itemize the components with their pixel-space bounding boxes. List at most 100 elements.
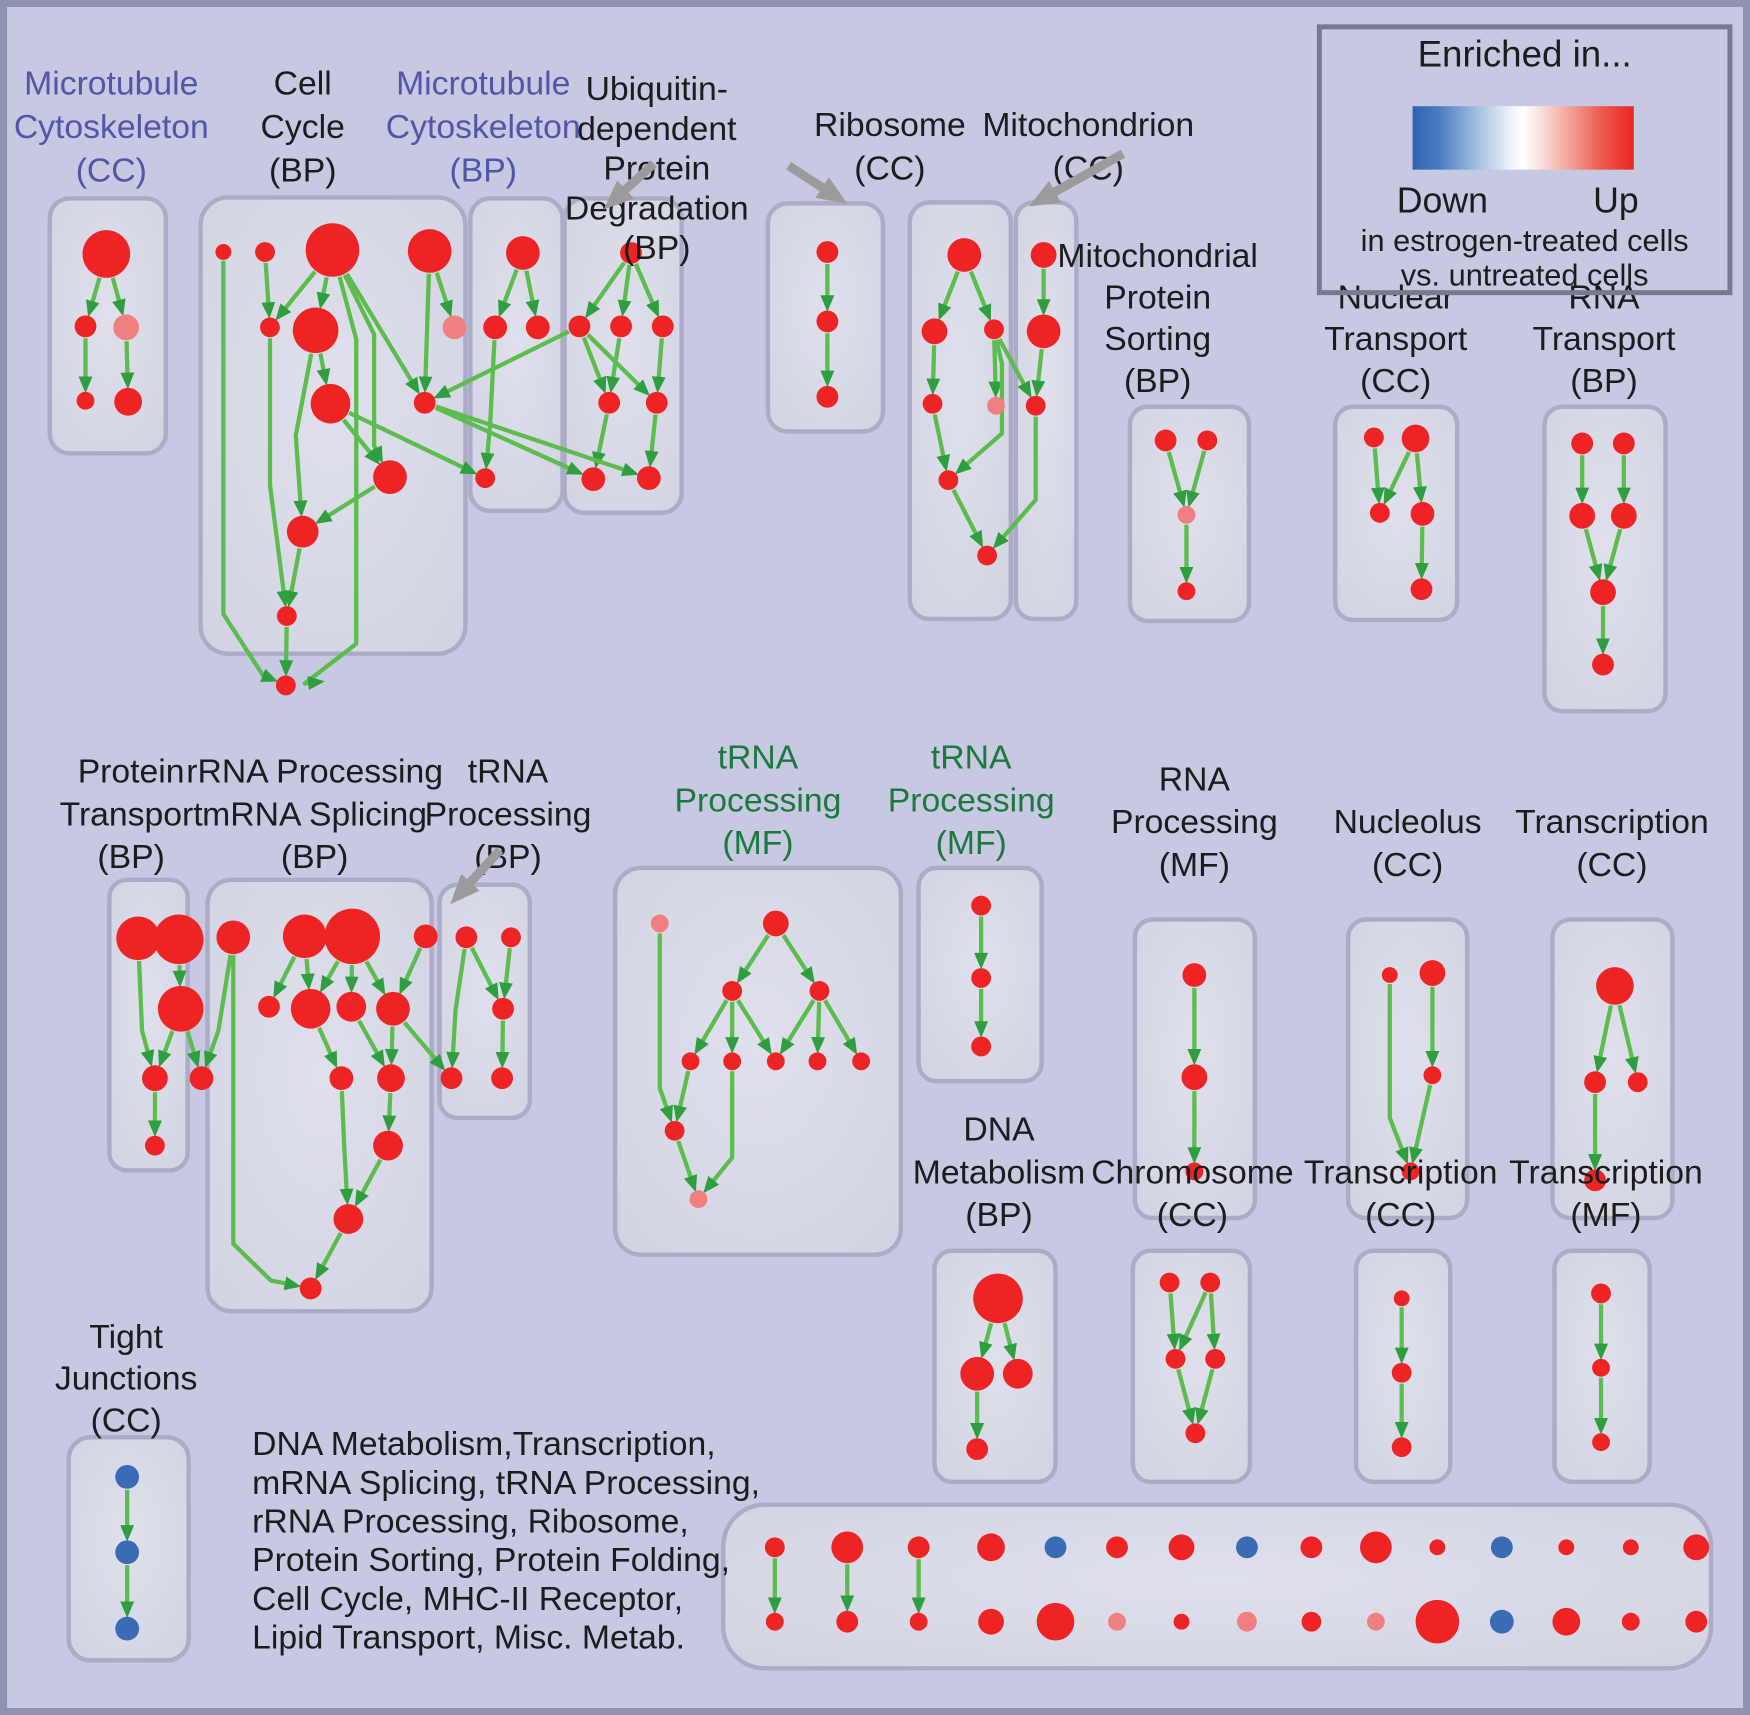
edge-ribosome-r1-pk xyxy=(988,340,1003,399)
go-term-node-bottom-t8 xyxy=(1236,1536,1258,1559)
go-term-node-mito-big xyxy=(1026,314,1061,349)
go-term-node-mps-b xyxy=(1197,430,1218,451)
go-term-node-tmf1-t xyxy=(762,910,789,937)
go-term-node-rrna-j xyxy=(377,1064,405,1093)
edge-ribosome-t-r1 xyxy=(968,270,992,322)
go-term-node-bottom-b8 xyxy=(1237,1611,1257,1632)
go-term-node-bottom-t7 xyxy=(1168,1534,1195,1561)
cross-edge-ubiq.ml-cell_cycle.g xyxy=(433,329,570,399)
cluster-label-line: (BP) xyxy=(269,152,336,190)
go-term-node-bottom-t13 xyxy=(1558,1539,1575,1556)
go-term-node-cell_cycle-g xyxy=(413,391,436,414)
cluster-box-bottom xyxy=(721,1502,1714,1671)
legend-box xyxy=(1316,24,1733,296)
go-term-node-chrom-ml xyxy=(1165,1348,1186,1369)
cross-edge-mito.n3-ribosome.bot xyxy=(992,416,1038,550)
cluster-label-line: (BP) xyxy=(1124,362,1191,400)
go-term-node-rnamf-b xyxy=(1181,1064,1208,1091)
go-term-node-bottom-t4 xyxy=(977,1533,1005,1562)
go-term-node-chrom-tr xyxy=(1200,1272,1221,1293)
edge-ribosome-mid-bot xyxy=(951,488,984,548)
go-term-node-tbp-m xyxy=(492,997,514,1020)
cluster-label-line: Mitochondrion xyxy=(982,106,1194,144)
legend-subtitle-2: vs. untreated cells xyxy=(1401,258,1649,293)
go-term-node-tbp-tr xyxy=(501,927,521,948)
cluster-label-line: RNA xyxy=(1159,761,1231,799)
go-term-node-ubiq-lr xyxy=(645,391,668,414)
edge-nuct-tr-mr xyxy=(1413,453,1427,504)
edge-nuct-tr-bl xyxy=(1383,450,1412,506)
edge-cell_cycle-c-e xyxy=(275,270,317,321)
edge-ubiq-ml-ll xyxy=(581,336,607,394)
go-term-node-tmf3-c xyxy=(1592,1433,1610,1452)
cluster-label-line: DNA xyxy=(963,1111,1035,1149)
edge-ubiq-mm-ll xyxy=(606,337,622,394)
go-term-node-ubiq-t xyxy=(620,242,642,264)
edge-cell_cycle-c-j xyxy=(342,273,383,464)
cluster-label-line: Junctions xyxy=(55,1360,197,1398)
cross-edge-cell_cycle.g-ubiq.bl xyxy=(434,405,584,475)
edge-rrna-l-m xyxy=(315,1231,343,1281)
edge-mt_cc-t-l xyxy=(86,277,102,318)
go-term-node-tmf1-ml xyxy=(722,980,743,1001)
go-term-node-pt-d xyxy=(142,1065,168,1092)
go-term-node-cell_cycle-c xyxy=(305,223,360,277)
go-term-node-bottom-t14 xyxy=(1622,1539,1639,1556)
go-term-node-dnam-l xyxy=(960,1356,995,1391)
go-term-node-tmf3-b xyxy=(1592,1358,1610,1377)
go-term-node-mito-t xyxy=(1030,242,1057,268)
go-term-node-dnam-b xyxy=(966,1438,989,1461)
go-term-node-rnat-tr xyxy=(1612,432,1635,455)
cluster-label-cell_cycle: Cell Cycle (BP) xyxy=(261,64,345,189)
go-term-node-nuct-bl xyxy=(1369,502,1390,523)
go-term-node-bottom-b3 xyxy=(909,1612,928,1631)
cluster-label-line: Processing xyxy=(888,781,1055,819)
edge-ubiq-ll-bl xyxy=(592,413,609,469)
cluster-label-line: Chromosome xyxy=(1091,1153,1293,1191)
go-term-node-pt-f xyxy=(145,1135,165,1156)
edge-chrom-tr-ml xyxy=(1179,1291,1208,1352)
go-term-node-cell_cycle-hp xyxy=(442,315,467,340)
legend-gradient-bar xyxy=(1412,106,1634,170)
go-term-node-tcc1-b xyxy=(1584,1169,1606,1192)
cluster-box-tcc1 xyxy=(1550,917,1675,1221)
edge-cell_cycle-j-k xyxy=(314,484,376,525)
go-term-node-bottom-b4 xyxy=(978,1608,1004,1635)
edge-rrna-f-i xyxy=(317,1026,338,1069)
go-term-node-pt-c xyxy=(157,985,204,1032)
edge-tmf1-mr-b5 xyxy=(823,999,858,1055)
go-term-node-mps-c xyxy=(1177,505,1196,524)
cluster-label-line: Nuclear xyxy=(1338,279,1454,317)
cluster-label-line: Mitochondrial xyxy=(1057,237,1258,275)
go-term-node-tcc2-b xyxy=(1391,1362,1412,1383)
cluster-label-nucleolus: Nucleolus (CC) xyxy=(1334,803,1482,884)
cluster-label-line: Protein xyxy=(1104,279,1211,317)
edge-ribosome-t-l1 xyxy=(938,270,960,321)
go-term-node-bottom-t15 xyxy=(1683,1534,1710,1561)
go-term-node-nuct-tl xyxy=(1363,427,1384,448)
cluster-label-line: Sorting xyxy=(1104,320,1211,358)
edge-tcc1-big-l xyxy=(1593,1004,1614,1073)
edge-tbp-tl-ll xyxy=(446,948,467,1069)
edge-tmf1-low-pk2 xyxy=(676,1140,698,1193)
edge-mt_bp-t-cl xyxy=(498,268,519,318)
cluster-label-line: RNA xyxy=(1568,279,1640,317)
go-term-node-nucleolus-s xyxy=(1381,967,1398,983)
cluster-label-line: (CC) xyxy=(91,1401,162,1439)
go-term-node-bottom-b2 xyxy=(836,1610,859,1633)
go-term-node-pt-b xyxy=(153,914,204,965)
edge-cell_cycle-c-g xyxy=(345,272,420,395)
go-term-node-mt_cc-rp xyxy=(113,314,140,341)
ubiquitin-left-arrow xyxy=(603,160,657,210)
go-term-node-rrna-l xyxy=(333,1204,364,1234)
cluster-label-pt: Protein Transport (BP) xyxy=(60,753,204,876)
edge-rrna-b-f xyxy=(300,958,315,991)
go-term-node-rrna-c xyxy=(324,908,381,965)
edge-cell_cycle-f-k xyxy=(293,353,314,518)
edge-mt_cc-t-rp xyxy=(110,277,126,317)
cluster-label-line: Protein xyxy=(78,753,185,791)
edge-cell_cycle-a-m xyxy=(221,260,279,682)
legend-down-label: Down xyxy=(1397,180,1488,220)
